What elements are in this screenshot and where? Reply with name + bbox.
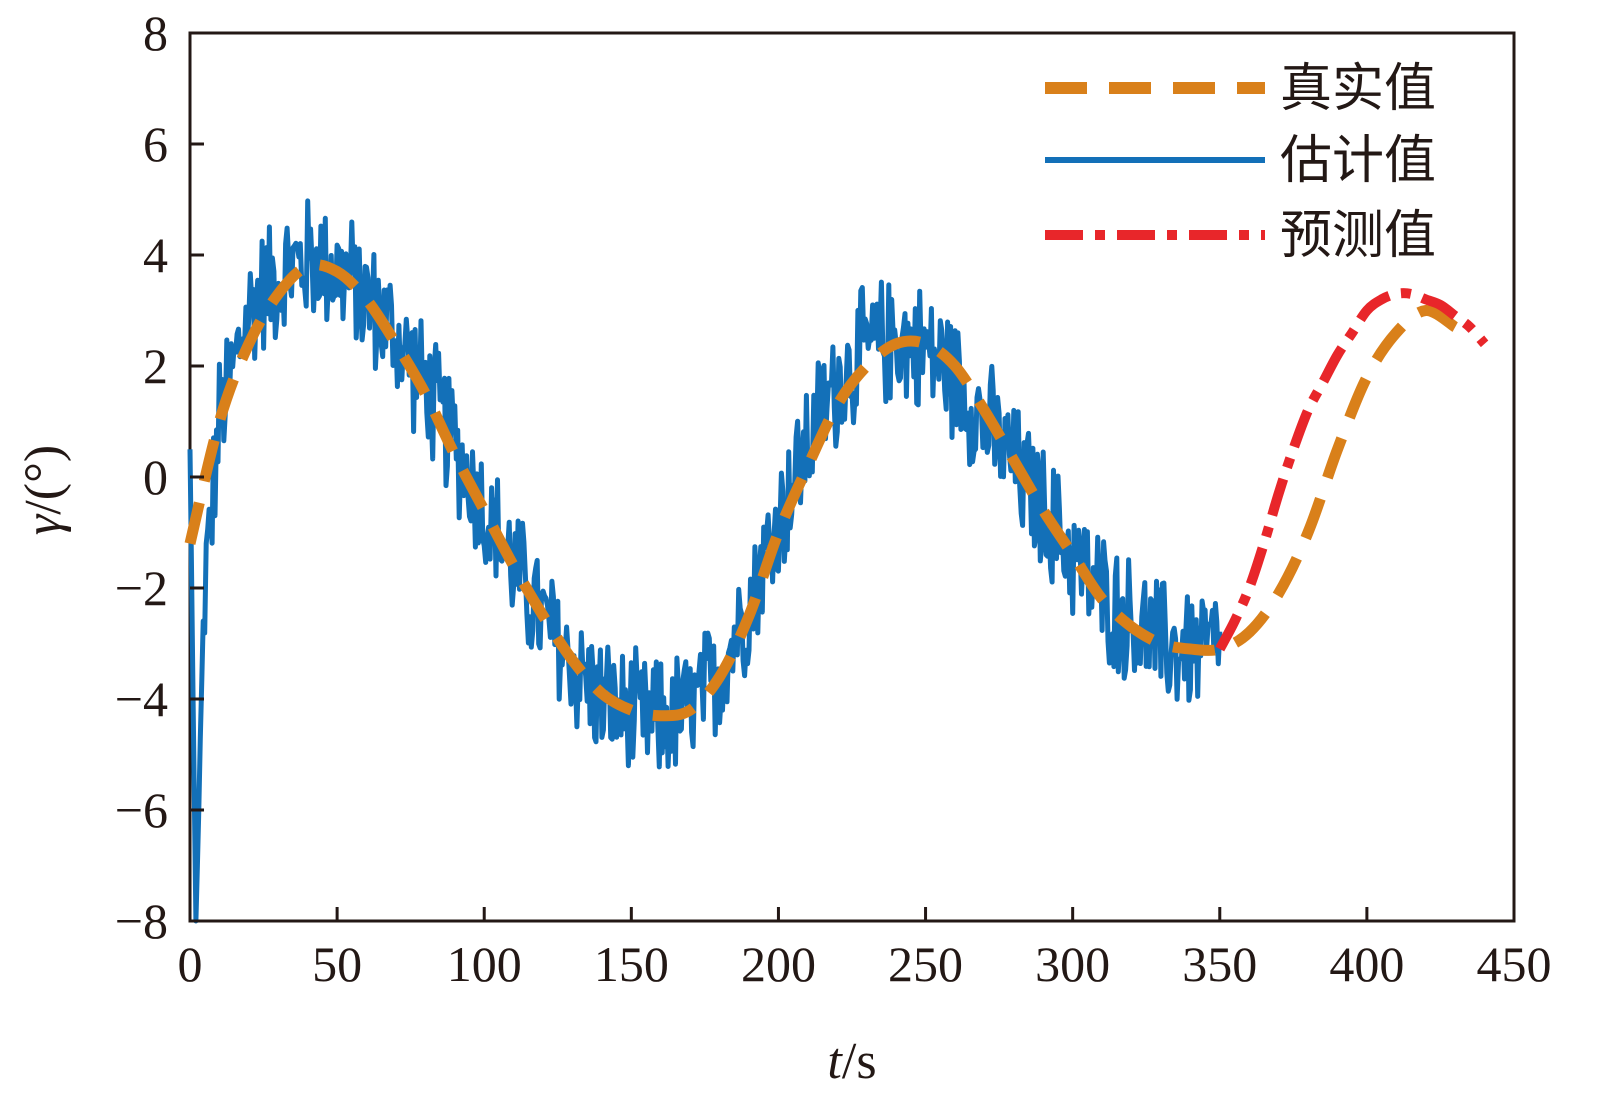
legend-label-predicted: 预测值 [1280, 206, 1436, 266]
series-predicted-line [1215, 288, 1489, 652]
x-tick-label: 300 [1035, 936, 1110, 992]
y-tick-label: 2 [143, 338, 168, 394]
y-tick-label: 8 [143, 5, 168, 61]
y-tick-label: −6 [115, 782, 168, 838]
legend-label-estimate: 估计值 [1280, 131, 1436, 191]
x-tick-label: 350 [1182, 936, 1257, 992]
x-tick-label: 250 [888, 936, 963, 992]
ticks-layer: 0 50 100 150 200 250 300 350 400 450 −8 −6 −4 −2 0 2 4 6 8 [115, 5, 1552, 992]
legend-label-true: 真实值 [1280, 59, 1436, 119]
legend: 真实值 估计值 预测值 [1045, 59, 1436, 266]
x-tick-label: 150 [594, 936, 669, 992]
series-true-line [184, 259, 1459, 722]
x-tick-label: 50 [312, 936, 362, 992]
x-tick-label: 450 [1477, 936, 1552, 992]
x-tick-label: 200 [741, 936, 816, 992]
y-tick-label: 4 [143, 227, 168, 283]
y-tick-label: −2 [115, 560, 168, 616]
plot-frame [188, 31, 1516, 923]
x-axis-label: t/s [827, 1033, 876, 1090]
y-tick-label: 6 [143, 116, 168, 172]
y-tick-label: −8 [115, 893, 168, 949]
x-tick-label: 100 [447, 936, 522, 992]
x-tick-label: 400 [1329, 936, 1404, 992]
x-tick-label: 0 [178, 936, 203, 992]
y-tick-label: −4 [115, 671, 168, 727]
y-tick-label: 0 [143, 449, 168, 505]
series-layer [184, 198, 1489, 924]
series-estimate-line [187, 198, 1223, 924]
y-axis-label: γ/(°) [15, 445, 72, 535]
